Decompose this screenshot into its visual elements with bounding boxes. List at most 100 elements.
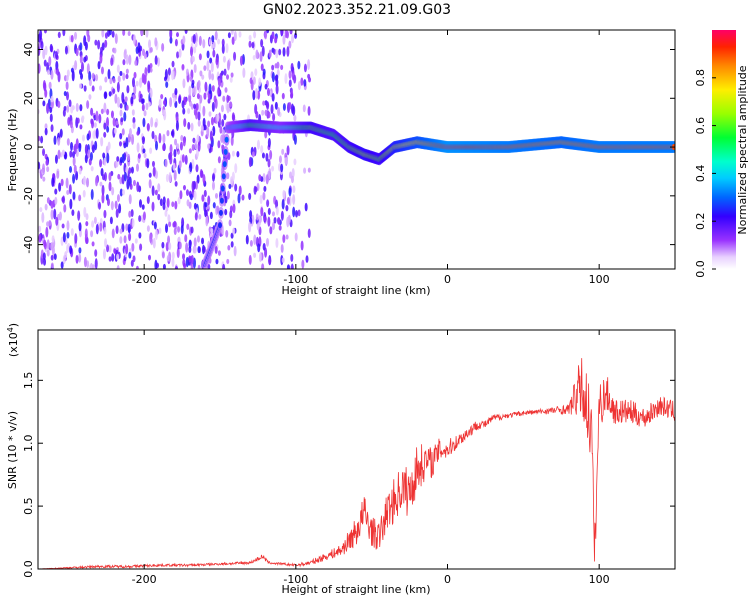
heatmap-cell bbox=[94, 39, 98, 46]
heatmap-cell bbox=[116, 194, 120, 203]
heatmap-cell bbox=[187, 121, 191, 130]
bottom-y-tick-label: 0.0 bbox=[22, 560, 35, 578]
heatmap-cell bbox=[38, 63, 41, 74]
heatmap-cell bbox=[165, 173, 169, 183]
heatmap-cell bbox=[48, 81, 52, 90]
heatmap-cell bbox=[78, 194, 82, 202]
heatmap-cell bbox=[115, 120, 119, 126]
heatmap-cell bbox=[146, 225, 150, 232]
top-y-tick-label: 0 bbox=[22, 144, 35, 151]
heatmap-cell bbox=[248, 254, 252, 265]
heatmap-cell bbox=[62, 30, 66, 37]
heatmap-cell bbox=[294, 232, 298, 242]
heatmap-cell bbox=[131, 242, 135, 252]
heatmap-cell bbox=[101, 193, 105, 204]
heatmap-cell bbox=[180, 134, 184, 142]
heatmap-cell bbox=[111, 186, 115, 196]
heatmap-cell bbox=[50, 95, 54, 103]
heatmap-cell bbox=[98, 113, 102, 124]
heatmap-cell bbox=[86, 133, 90, 141]
heatmap-cell bbox=[301, 259, 305, 269]
heatmap-cell bbox=[151, 130, 155, 140]
heatmap-cell bbox=[41, 212, 45, 224]
heatmap-cell bbox=[142, 48, 146, 56]
heatmap-cell bbox=[95, 128, 99, 139]
heatmap-cell bbox=[174, 265, 178, 269]
heatmap-cell bbox=[154, 229, 158, 240]
heatmap-cell bbox=[106, 108, 110, 116]
heatmap-cell bbox=[73, 164, 77, 174]
heatmap-cell bbox=[213, 95, 217, 103]
heatmap-cell bbox=[86, 30, 90, 37]
ridge-cell bbox=[218, 209, 223, 216]
heatmap-cell bbox=[254, 87, 258, 99]
heatmap-cell bbox=[215, 258, 219, 265]
heatmap-cell bbox=[268, 257, 272, 266]
heatmap-cell bbox=[69, 198, 73, 210]
heatmap-cell bbox=[188, 239, 192, 249]
heatmap-cell bbox=[45, 159, 49, 166]
heatmap-cell bbox=[59, 128, 63, 138]
heatmap-cell bbox=[215, 192, 219, 199]
heatmap-cell bbox=[291, 34, 295, 44]
heatmap-cell bbox=[50, 262, 54, 269]
bottom-x-tick-label: 0 bbox=[444, 573, 451, 586]
heatmap-cell bbox=[165, 81, 169, 88]
bottom-x-tick-label: -200 bbox=[132, 573, 157, 586]
heatmap-cell bbox=[125, 243, 129, 255]
heatmap-cell bbox=[182, 184, 186, 191]
heatmap-cell bbox=[303, 79, 307, 87]
heatmap-cell bbox=[58, 211, 62, 221]
heatmap-cell bbox=[123, 111, 127, 122]
heatmap-cell bbox=[69, 150, 73, 158]
heatmap-cell bbox=[178, 48, 182, 58]
heatmap-cell bbox=[190, 46, 194, 57]
heatmap-cell bbox=[151, 201, 155, 212]
bottom-plot-frame bbox=[37, 329, 676, 570]
heatmap-cell bbox=[261, 152, 265, 159]
heatmap-cell bbox=[201, 237, 205, 245]
heatmap-cell bbox=[168, 221, 172, 228]
heatmap-cell bbox=[143, 110, 147, 117]
heatmap-cell bbox=[293, 158, 297, 166]
heatmap-cell bbox=[75, 102, 79, 112]
heatmap-cell bbox=[53, 253, 57, 261]
heatmap-cell bbox=[271, 71, 275, 83]
heatmap-cell bbox=[99, 181, 103, 187]
heatmap-cell bbox=[103, 122, 107, 130]
heatmap-cell bbox=[157, 193, 161, 201]
heatmap-cell bbox=[258, 251, 262, 263]
heatmap-cell bbox=[78, 168, 82, 175]
heatmap-cell bbox=[119, 236, 123, 244]
heatmap-cell bbox=[200, 170, 204, 178]
heatmap-cell bbox=[46, 239, 50, 250]
heatmap-cell bbox=[188, 93, 192, 103]
heatmap-cell bbox=[91, 220, 95, 228]
heatmap-cell bbox=[116, 96, 120, 108]
heatmap-cell bbox=[42, 100, 46, 107]
heatmap-cell bbox=[92, 130, 96, 139]
heatmap-cell bbox=[57, 149, 61, 160]
heatmap-cell bbox=[196, 235, 200, 243]
heatmap-cell bbox=[179, 190, 183, 200]
heatmap-cell bbox=[238, 31, 242, 38]
heatmap-cell bbox=[126, 179, 130, 190]
heatmap-cell bbox=[211, 73, 215, 81]
heatmap-cell bbox=[128, 167, 132, 174]
heatmap-cell bbox=[248, 221, 252, 233]
heatmap-cell bbox=[90, 107, 94, 116]
heatmap-cell bbox=[154, 121, 158, 128]
heatmap-cell bbox=[50, 209, 54, 220]
heatmap-cell bbox=[78, 142, 82, 153]
heatmap-cell bbox=[193, 237, 197, 248]
heatmap-cell bbox=[61, 149, 65, 156]
heatmap-cell bbox=[66, 231, 70, 239]
heatmap-cell bbox=[106, 198, 110, 207]
heatmap-cell bbox=[274, 63, 278, 69]
heatmap-cell bbox=[237, 193, 241, 204]
heatmap-cell bbox=[290, 62, 294, 72]
heatmap-cell bbox=[122, 59, 126, 66]
heatmap-cell bbox=[307, 59, 311, 70]
heatmap-cell bbox=[108, 91, 112, 97]
